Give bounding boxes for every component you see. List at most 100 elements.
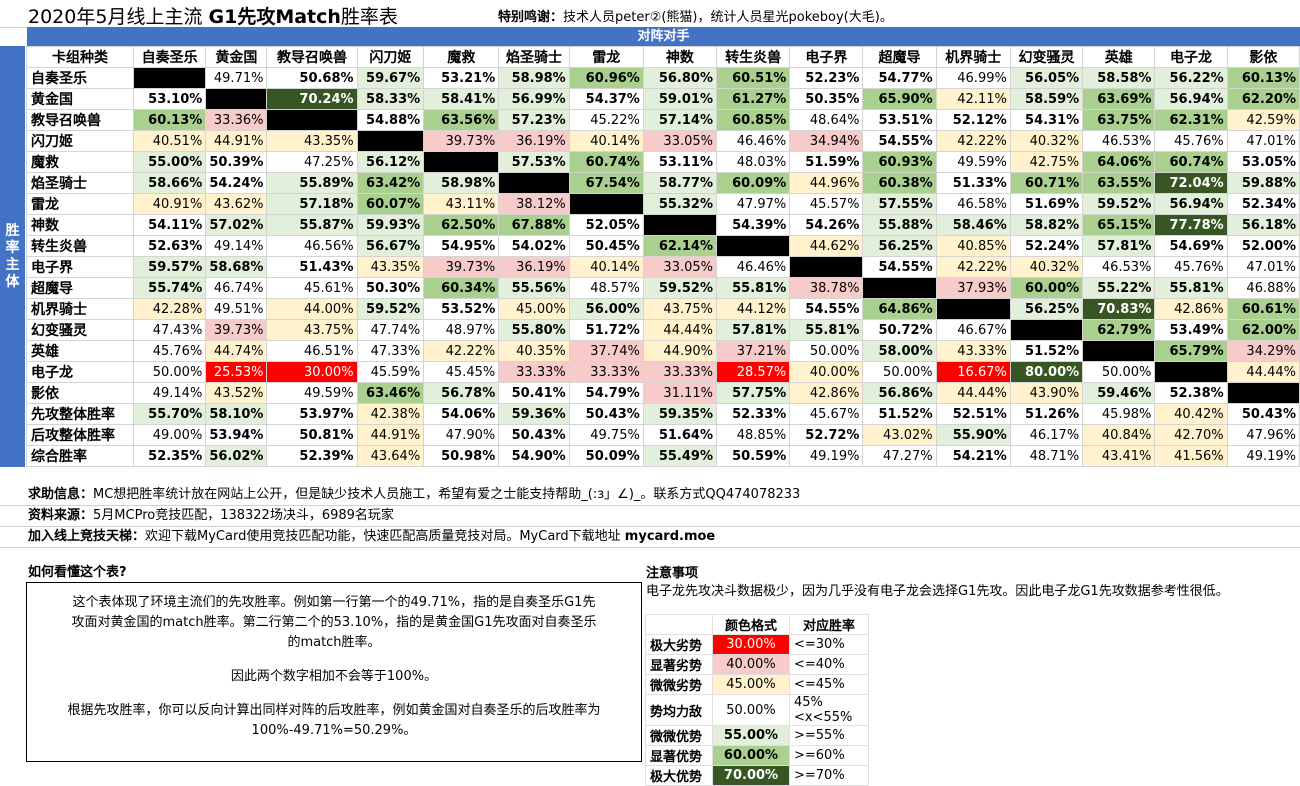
winrate-cell: 48.03% xyxy=(715,151,791,173)
legend-row: 势均力敌 50.00% 45%<x<55% xyxy=(645,694,869,726)
row-label: 教导召唤兽 xyxy=(26,109,134,131)
winrate-cell: 57.14% xyxy=(642,109,718,131)
row-label: 机界骑士 xyxy=(26,298,134,320)
legend-range: >=55% xyxy=(789,725,869,746)
winrate-cell: 52.33% xyxy=(715,403,791,425)
winrate-cell: 44.62% xyxy=(789,235,864,257)
winrate-cell: 54.24% xyxy=(205,172,268,194)
winrate-cell: 40.85% xyxy=(935,235,1011,257)
winrate-cell: 55.22% xyxy=(1082,277,1156,299)
winrate-cell: 36.19% xyxy=(498,256,570,278)
winrate-cell: 63.56% xyxy=(423,109,500,131)
winrate-cell: 49.71% xyxy=(205,67,268,89)
legend-row: 显著劣势 40.00% <=40% xyxy=(645,654,869,675)
winrate-cell: 50.68% xyxy=(266,67,358,89)
howto-heading: 如何看懂这个表? xyxy=(28,565,127,580)
winrate-cell: 52.34% xyxy=(1226,193,1300,215)
winrate-cell: 45.57% xyxy=(789,193,864,215)
winrate-cell: 50.45% xyxy=(568,235,644,257)
winrate-cell: 47.90% xyxy=(423,424,500,446)
winrate-cell: 57.81% xyxy=(715,319,791,341)
winrate-cell: 53.51% xyxy=(862,109,937,131)
winrate-cell: 54.55% xyxy=(862,130,937,152)
winrate-cell: 43.90% xyxy=(1009,382,1084,404)
winrate-cell: 46.17% xyxy=(1009,424,1084,446)
winrate-cell: 52.38% xyxy=(1154,382,1228,404)
table-row: 自奏圣乐 49.71% 50.68% 59.67% 53.21% 58.98% 60.96%… xyxy=(26,67,1300,89)
winrate-cell: 56.02% xyxy=(205,445,268,467)
winrate-cell: 51.64% xyxy=(642,424,718,446)
winrate-cell: 62.20% xyxy=(1226,88,1300,110)
table-row: 黄金国 53.10% 70.24% 58.33% 58.41% 56.99% 54.37% 5… xyxy=(26,88,1300,110)
winrate-cell: 41.56% xyxy=(1154,445,1228,467)
winrate-cell: 59.52% xyxy=(1082,193,1156,215)
winrate-cell: 30.00% xyxy=(266,361,358,383)
winrate-cell: 53.94% xyxy=(205,424,268,446)
legend-name: 极大优势 xyxy=(645,765,713,786)
winrate-cell: 58.98% xyxy=(498,67,570,89)
side-label-char: 体 xyxy=(5,273,20,290)
winrate-cell: 52.63% xyxy=(132,235,207,257)
winrate-cell: 60.61% xyxy=(1226,298,1300,320)
winrate-cell: 33.05% xyxy=(642,256,718,278)
winrate-cell: 58.58% xyxy=(1082,67,1156,89)
winrate-cell: 49.19% xyxy=(789,445,864,467)
winrate-cell: 56.67% xyxy=(356,235,425,257)
winrate-cell: 72.04% xyxy=(1154,172,1228,194)
legend-col-format: 颜色格式 xyxy=(712,614,790,635)
winrate-cell: 46.53% xyxy=(1082,130,1156,152)
winrate-cell: 56.00% xyxy=(568,298,644,320)
row-label: 英雄 xyxy=(26,340,134,362)
table-row: 魔救 55.00% 50.39% 47.25% 56.12% 57.53% 60.74% 53… xyxy=(26,151,1300,173)
winrate-cell: 55.81% xyxy=(1154,277,1228,299)
winrate-cell: 60.13% xyxy=(1226,67,1300,89)
winrate-cell: 33.33% xyxy=(498,361,570,383)
winrate-cell: 40.32% xyxy=(1009,256,1084,278)
join-label: 加入线上竞技天梯： xyxy=(28,529,146,544)
column-header: 幻变骚灵 xyxy=(1009,46,1084,68)
winrate-cell: 55.81% xyxy=(715,277,791,299)
winrate-cell: 44.00% xyxy=(266,298,358,320)
winrate-cell: 43.33% xyxy=(935,340,1011,362)
legend-name: 微微优势 xyxy=(645,725,713,746)
winrate-cell: 59.52% xyxy=(356,298,425,320)
table-row: 综合胜率 52.35% 56.02% 52.39% 43.64% 50.98% 54.90%… xyxy=(26,445,1300,467)
source-label: 资料来源： xyxy=(28,508,94,523)
howto-p3: 根据先攻胜率，你可以反向计算出同样对阵的后攻胜率，例如黄金国对自奏圣乐的后攻胜率… xyxy=(67,703,601,738)
legend-row: 极大优势 70.00% >=70% xyxy=(645,765,869,786)
winrate-cell: 50.59% xyxy=(715,445,791,467)
winrate-cell: 55.70% xyxy=(132,403,207,425)
winrate-cell: 45.67% xyxy=(789,403,864,425)
legend-swatch: 55.00% xyxy=(712,725,790,746)
winrate-cell: 59.46% xyxy=(1082,382,1156,404)
mycard-link[interactable]: mycard.moe xyxy=(624,529,716,544)
self-matchup-cell xyxy=(356,130,425,152)
winrate-cell: 50.43% xyxy=(568,403,644,425)
winrate-cell: 38.12% xyxy=(498,193,570,215)
winrate-cell: 56.99% xyxy=(498,88,570,110)
winrate-cell: 47.01% xyxy=(1226,256,1300,278)
side-label-char: 主 xyxy=(5,256,20,273)
winrate-cell: 65.79% xyxy=(1154,340,1228,362)
self-matchup-cell xyxy=(205,88,268,110)
winrate-cell: 58.33% xyxy=(356,88,425,110)
winrate-cell: 51.26% xyxy=(1009,403,1084,425)
table-row: 后攻整体胜率 49.00% 53.94% 50.81% 44.91% 47.90% 50.4… xyxy=(26,424,1300,446)
column-header: 自奏圣乐 xyxy=(132,46,207,68)
winrate-cell: 60.09% xyxy=(715,172,791,194)
join-text: 欢迎下载MyCard使用竞技匹配功能，快速匹配高质量竞技对局。MyCard下载地… xyxy=(145,529,625,544)
winrate-cell: 57.81% xyxy=(1082,235,1156,257)
column-header: 电子界 xyxy=(789,46,864,68)
winrate-cell: 43.52% xyxy=(205,382,268,404)
winrate-cell: 62.00% xyxy=(1226,319,1300,341)
winrate-cell: 36.19% xyxy=(498,130,570,152)
row-label: 电子界 xyxy=(26,256,134,278)
legend-swatch: 50.00% xyxy=(712,694,790,726)
notes-heading: 注意事项 xyxy=(646,566,699,581)
winrate-cell: 56.80% xyxy=(642,67,718,89)
winrate-cell: 52.51% xyxy=(935,403,1011,425)
winrate-cell: 40.00% xyxy=(789,361,864,383)
row-label: 雷龙 xyxy=(26,193,134,215)
legend-row: 极大劣势 30.00% <=30% xyxy=(645,634,869,655)
winrate-cell: 55.32% xyxy=(642,193,718,215)
